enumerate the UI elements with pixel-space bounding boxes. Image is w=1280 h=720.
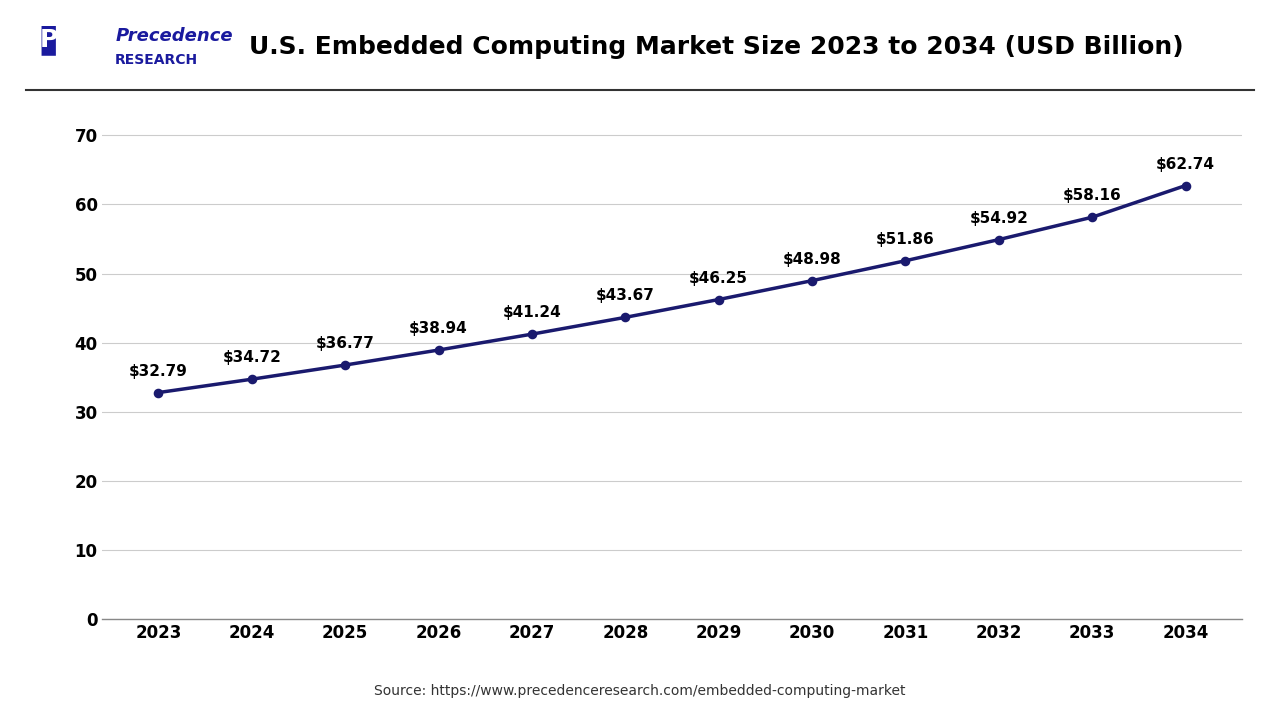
Text: $34.72: $34.72 [223,351,282,365]
Text: Precedence: Precedence [115,27,233,45]
Text: U.S. Embedded Computing Market Size 2023 to 2034 (USD Billion): U.S. Embedded Computing Market Size 2023… [250,35,1184,59]
Text: $36.77: $36.77 [316,336,375,351]
Text: ▮: ▮ [38,21,59,58]
Point [616,312,636,323]
Point [242,374,262,385]
Text: $51.86: $51.86 [876,232,934,247]
Text: P: P [40,27,58,52]
Point [895,255,915,266]
Point [429,344,449,356]
Point [148,387,169,398]
Point [988,234,1009,246]
Text: $58.16: $58.16 [1062,189,1121,203]
Text: $41.24: $41.24 [503,305,562,320]
Text: $54.92: $54.92 [969,211,1028,225]
Point [1082,212,1102,223]
Point [801,275,822,287]
Text: Source: https://www.precedenceresearch.com/embedded-computing-market: Source: https://www.precedenceresearch.c… [374,684,906,698]
Text: $46.25: $46.25 [689,271,749,286]
Text: $32.79: $32.79 [129,364,188,379]
Text: $62.74: $62.74 [1156,157,1215,171]
Point [522,328,543,340]
Text: $38.94: $38.94 [410,321,468,336]
Text: $48.98: $48.98 [782,252,841,267]
Text: RESEARCH: RESEARCH [115,53,198,68]
Point [335,359,356,371]
Point [708,294,728,305]
Text: $43.67: $43.67 [596,289,655,303]
Point [1175,180,1196,192]
